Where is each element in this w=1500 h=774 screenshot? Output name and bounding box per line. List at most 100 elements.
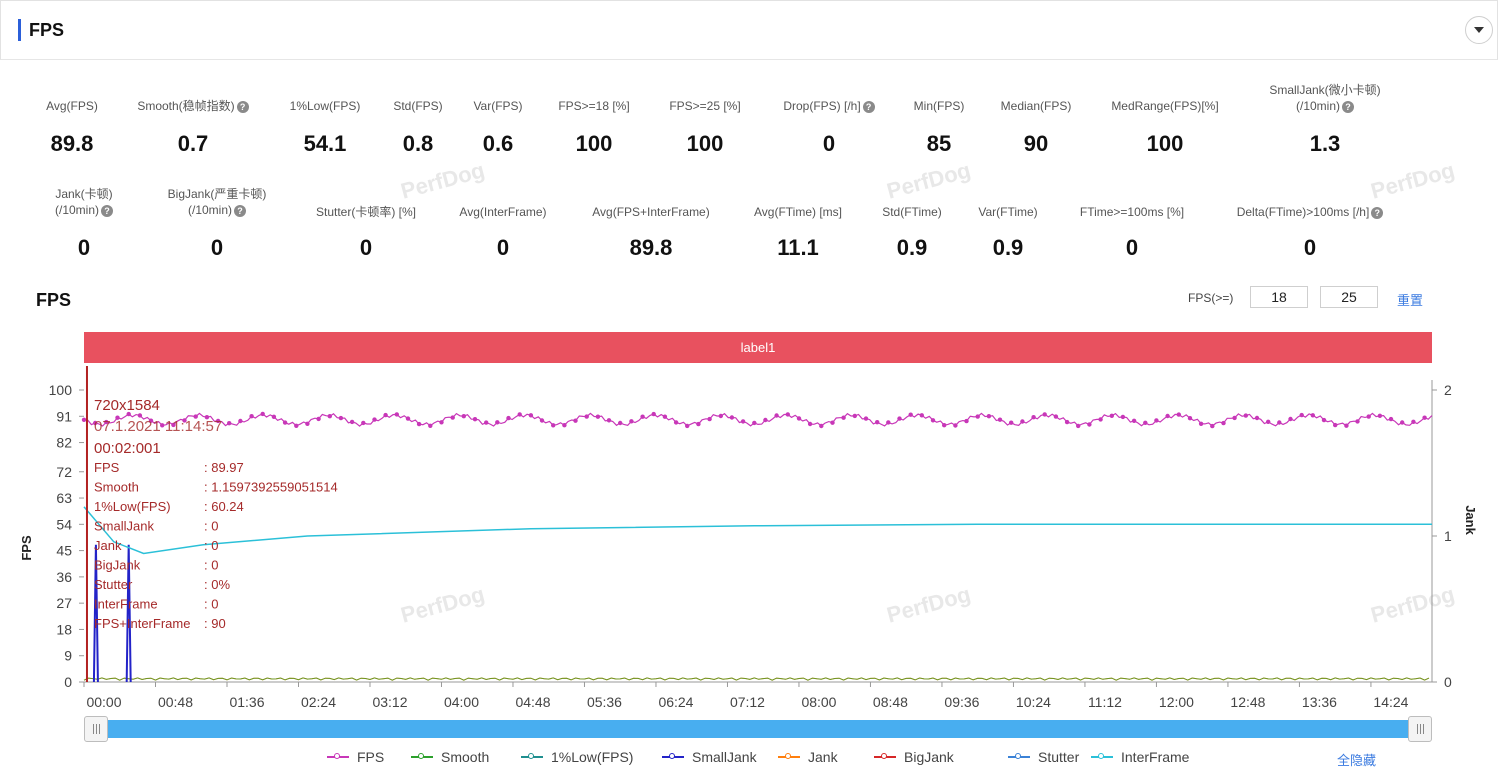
fps-threshold-label: FPS(>=) — [1188, 291, 1234, 305]
stat-label: BigJank(严重卡顿) (/10min)? — [137, 186, 297, 218]
panel-title: FPS — [29, 20, 65, 40]
fps-series-point — [1198, 421, 1204, 426]
slider-handle-right[interactable] — [1408, 716, 1432, 742]
stat-label-text: BigJank(严重卡顿) — [167, 187, 267, 201]
fps-series-point — [1087, 422, 1092, 427]
fps-series-point — [1333, 422, 1338, 428]
legend-item[interactable]: 1%Low(FPS) — [521, 749, 633, 765]
fps-series-point — [227, 421, 232, 426]
fps-threshold-input-2[interactable] — [1320, 286, 1378, 308]
fps-series-point — [595, 414, 601, 419]
stat-value: 0 — [359, 235, 373, 260]
legend-label: InterFrame — [1121, 749, 1190, 765]
help-icon[interactable]: ? — [1342, 100, 1354, 113]
legend-swatch — [1091, 751, 1113, 763]
fps-series-point — [685, 423, 690, 429]
stat-label-text: FPS>=18 [%] — [558, 99, 630, 113]
fps-series-point — [126, 411, 131, 417]
help-icon[interactable]: ? — [101, 204, 113, 217]
fps-series-point — [1321, 417, 1327, 423]
fps-series-point — [361, 420, 366, 426]
tooltip-value: : 0 — [204, 558, 218, 573]
fps-series-point — [897, 416, 902, 421]
stat-value: 90 — [1023, 131, 1049, 156]
x-tick-label: 11:12 — [1088, 694, 1122, 710]
time-range-slider[interactable] — [84, 716, 1432, 742]
tooltip-key: Smooth — [94, 480, 139, 495]
slider-track[interactable] — [98, 720, 1418, 738]
fps-series-point — [372, 417, 377, 422]
tooltip-value: : 0 — [204, 538, 218, 553]
legend-item[interactable]: Jank — [778, 749, 838, 765]
fps-series-point — [618, 420, 623, 426]
legend-label: FPS — [357, 749, 385, 765]
fps-series-point — [863, 416, 869, 421]
fps-series-point — [1277, 420, 1282, 425]
stat-value: 0.9 — [896, 235, 928, 260]
fps-series-point — [1299, 412, 1304, 418]
fps-series-point — [349, 419, 355, 425]
legend-item[interactable]: Stutter — [1008, 749, 1079, 765]
y-tick-label: 18 — [56, 621, 72, 637]
legend-label: Jank — [808, 749, 838, 765]
stat-label: FTime>=100ms [%] — [1052, 204, 1212, 220]
label-band[interactable]: label1 — [84, 332, 1432, 363]
stat-value: 85 — [926, 131, 952, 156]
smalljank-spike — [92, 544, 99, 683]
legend-item[interactable]: BigJank — [874, 749, 954, 765]
accent-bar — [18, 19, 21, 41]
legend-swatch — [662, 751, 684, 763]
collapse-button[interactable] — [1465, 16, 1493, 44]
x-tick-label: 12:48 — [1230, 694, 1265, 710]
y-tick-label: 27 — [56, 595, 72, 611]
help-icon[interactable]: ? — [236, 100, 249, 113]
legend-item[interactable]: Smooth — [411, 749, 489, 765]
fps-series-point — [294, 423, 299, 428]
legend-item[interactable]: InterFrame — [1091, 749, 1189, 765]
legend-swatch — [521, 751, 543, 763]
fps-series-point — [305, 421, 310, 426]
stat-label-text: FPS>=25 [%] — [669, 99, 741, 113]
fps-series-point — [1020, 419, 1025, 424]
x-tick-label: 08:48 — [873, 694, 908, 710]
fps-series-point — [1288, 416, 1293, 422]
fps-series-point — [908, 412, 913, 417]
fps-series-point — [316, 416, 321, 422]
fps-series-point — [562, 423, 567, 428]
fps-chart[interactable]: 0 9 18 27 36 45 54 63 72 82 91 100 FPS 0 1 2 Jank 00:00… — [0, 0, 1500, 716]
stat-value: 1.3 — [1309, 131, 1341, 156]
stat-value: 100 — [1146, 131, 1184, 156]
fps-series-point — [338, 415, 344, 421]
stat-label: Var(FPS) — [418, 98, 578, 114]
stat-label-text: Avg(FPS) — [46, 99, 98, 113]
fps-series-point — [1310, 413, 1316, 418]
chevron-down-icon — [1474, 27, 1484, 33]
fps-series-point — [584, 414, 589, 419]
fps-series-point — [506, 415, 511, 421]
reset-link[interactable]: 重置 — [1397, 293, 1424, 308]
fps-threshold-input-1[interactable] — [1250, 286, 1308, 308]
fps-series-point — [852, 413, 857, 419]
fps-series-point — [830, 420, 835, 425]
stat-label-text: FTime>=100ms [%] — [1079, 205, 1185, 219]
help-icon[interactable]: ? — [234, 204, 246, 217]
stat-label-text: Avg(FPS+InterFrame) — [592, 205, 710, 219]
help-icon[interactable]: ? — [862, 100, 875, 113]
fps-series-point — [942, 423, 947, 428]
x-tick-label: 03:12 — [372, 694, 407, 710]
stat-label: Std(FPS) — [338, 98, 498, 114]
tooltip-key: FPS — [94, 460, 120, 475]
slider-handle-left[interactable] — [84, 716, 108, 742]
x-tick-label: 10:24 — [1016, 694, 1051, 710]
legend-item[interactable]: SmallJank — [662, 749, 757, 765]
legend-swatch — [327, 751, 349, 763]
stat-label: SmallJank(微小卡顿) (/10min)? — [1245, 82, 1405, 114]
legend-label: Smooth — [441, 749, 490, 765]
fps-series-point — [93, 420, 98, 426]
legend-item[interactable]: FPS — [327, 749, 384, 765]
help-icon[interactable]: ? — [1371, 206, 1384, 219]
hide-all-link[interactable]: 全隐藏 — [1337, 753, 1377, 768]
fps-series-point — [875, 420, 880, 425]
fps-series-point — [484, 420, 489, 425]
fps-series-point — [472, 417, 478, 422]
